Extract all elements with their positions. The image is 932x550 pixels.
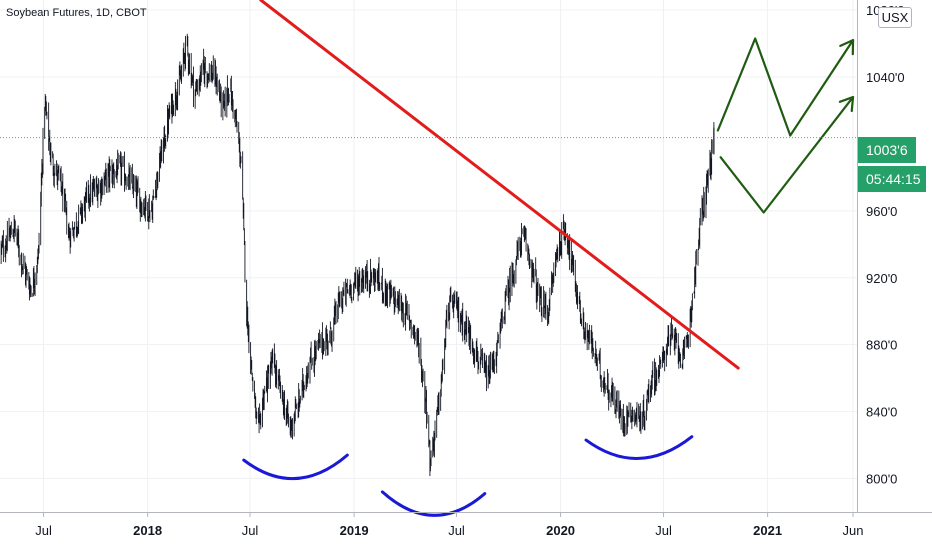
y-tick-label: 840'0 xyxy=(866,405,897,420)
y-tick-label: 920'0 xyxy=(866,271,897,286)
y-tick-label: 800'0 xyxy=(866,472,897,487)
y-tick-label: 880'0 xyxy=(866,338,897,353)
x-tick-label: 2018 xyxy=(133,523,162,538)
grid-lines xyxy=(0,0,857,512)
x-tick-label: 2020 xyxy=(546,523,575,538)
y-tick-label: 1040'0 xyxy=(866,70,905,85)
x-tick-label: 2021 xyxy=(753,523,782,538)
support-arc xyxy=(242,453,349,481)
time-axis[interactable]: Jul 2018 Jul 2019 Jul 2020 Jul 2021 Jun xyxy=(35,512,864,538)
last-price-tag: 1003'6 xyxy=(858,137,916,163)
countdown-tag: 05:44:15 xyxy=(858,166,926,192)
y-tick-label: 960'0 xyxy=(866,204,897,219)
chart-title: Soybean Futures, 1D, CBOT xyxy=(6,7,147,19)
arrow-up-icon xyxy=(838,95,855,113)
x-tick-label: Jul xyxy=(242,523,259,538)
x-tick-label: Jul xyxy=(448,523,465,538)
projection-bullish-path xyxy=(716,37,855,137)
x-tick-label: Jul xyxy=(35,523,52,538)
candles xyxy=(0,33,715,477)
drawings xyxy=(242,0,855,517)
x-tick-label: Jun xyxy=(843,523,864,538)
x-tick-label: Jul xyxy=(655,523,672,538)
support-arc xyxy=(584,435,694,460)
support-arc xyxy=(380,490,487,517)
resistance-trendline xyxy=(259,0,740,370)
currency-button[interactable]: USX xyxy=(878,7,912,28)
projection-pullback-path xyxy=(719,95,855,214)
x-tick-label: 2019 xyxy=(340,523,369,538)
arrow-up-icon xyxy=(839,39,855,56)
